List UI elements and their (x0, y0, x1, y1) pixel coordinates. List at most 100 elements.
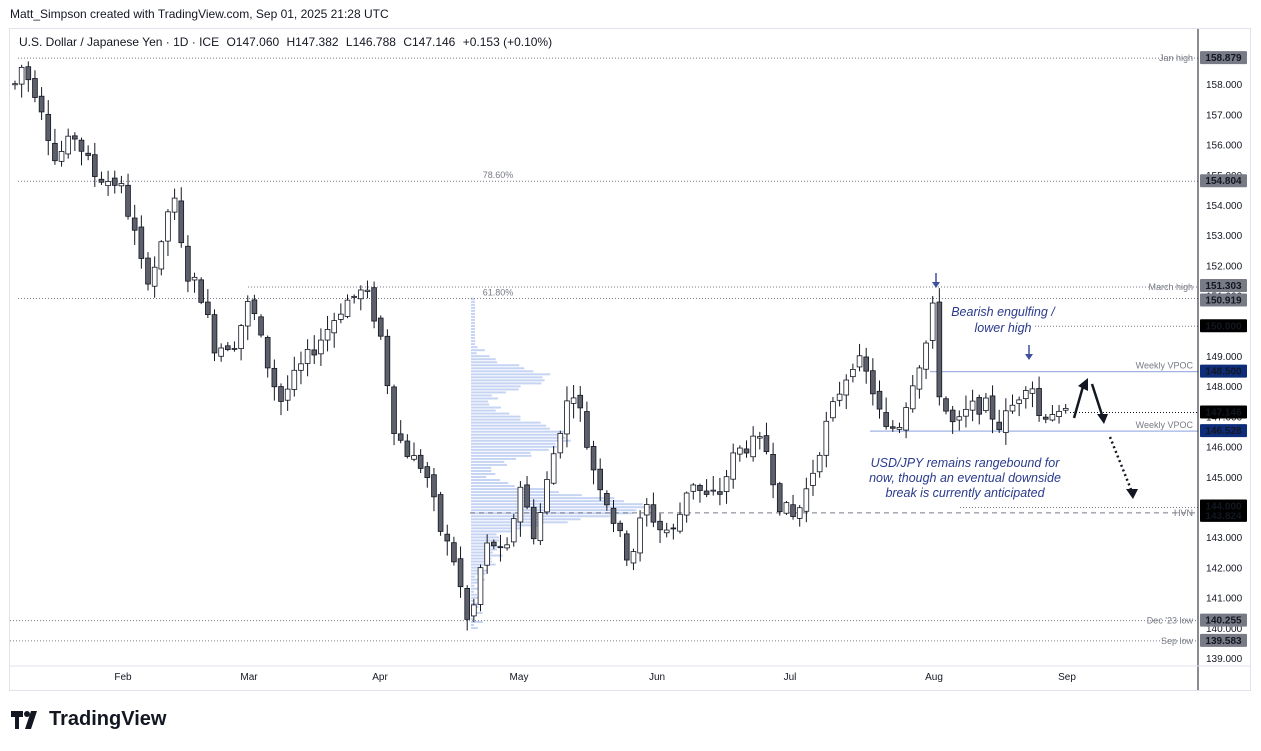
candle-body (856, 355, 863, 368)
change-value: +0.153 (+0.10%) (462, 35, 553, 49)
price-badge (1200, 293, 1247, 307)
candle-body (477, 567, 484, 605)
annotations: Bearish engulfing / lower high USD/JPY rem… (869, 273, 1138, 500)
volume-profile-bar (471, 318, 475, 321)
candle-body (231, 348, 238, 350)
candle-body (52, 142, 58, 162)
volume-profile-bar (471, 364, 520, 367)
candle-body (504, 544, 510, 549)
price-badge-label: 146.528 (1205, 426, 1242, 437)
volume-profile-bar (471, 421, 541, 424)
candle-body (530, 506, 537, 540)
price-badge (1200, 613, 1247, 627)
volume-profile-bar (471, 397, 498, 400)
volume-profile-bar (471, 406, 501, 409)
volume-profile-bar (471, 454, 532, 457)
price-badge (1200, 633, 1247, 647)
reference-line-label: March high (1148, 282, 1193, 292)
volume-profile-bar (471, 575, 476, 578)
volume-profile-bar (471, 394, 492, 397)
candle-body (670, 527, 677, 530)
price-axis: 158.000157.000156.000155.000154.000153.0… (1197, 29, 1247, 690)
volume-profile-bar (471, 433, 563, 436)
volume-profile-bar (471, 424, 547, 427)
volume-profile-bar (471, 303, 475, 306)
volume-profile-bar (471, 527, 521, 530)
chart-frame[interactable] (9, 28, 1251, 691)
volume-profile-bar (471, 627, 478, 629)
tv-logo-icon (11, 710, 37, 729)
candle-body (298, 363, 304, 371)
volume-profile-bar (471, 581, 478, 584)
reference-line-label: 78.60% (483, 170, 514, 180)
candle-body (224, 345, 231, 351)
candle-body (344, 299, 351, 317)
volume-profile-bar (471, 328, 475, 331)
price-badge (1200, 364, 1247, 378)
candle-body (497, 546, 504, 549)
candle-body (171, 197, 178, 213)
symbol-legend: U.S. Dollar / Japanese Yen · 1D · ICE O1… (19, 35, 556, 49)
price-badge-label: 148.500 (1205, 367, 1242, 378)
volume-profile-bar (471, 503, 643, 506)
time-tick-label: Feb (114, 672, 132, 683)
candle-body (584, 411, 590, 448)
candle-body (1042, 416, 1049, 420)
volume-profile-bar (471, 321, 475, 324)
close-value: C147.146 (403, 35, 456, 49)
price-badge-label: 139.583 (1205, 636, 1242, 647)
volume-profile-bar (471, 412, 510, 415)
volume-profile-bar (471, 509, 637, 512)
price-badge (1200, 174, 1247, 188)
volume-profile-bar (471, 620, 483, 623)
volume-profile-bar (471, 530, 516, 533)
reference-line-label: Weekly VPOC (1136, 361, 1194, 371)
volume-profile-bar (471, 560, 492, 563)
price-tick-label: 140.000 (1206, 624, 1243, 635)
volume-profile-bar (471, 373, 551, 376)
candle-body (1036, 388, 1042, 416)
volume-profile-bar (471, 361, 498, 364)
volume-profile-bar (471, 463, 507, 466)
candle-body (191, 276, 198, 281)
candle-body (311, 349, 318, 356)
candle-body (663, 529, 670, 534)
volume-profile-bar (471, 430, 568, 433)
candle-body (1003, 410, 1009, 433)
volume-profile-bar (471, 349, 485, 352)
price-tick-label: 142.000 (1206, 563, 1243, 574)
candle-body (743, 448, 750, 454)
candle-body (165, 211, 171, 242)
candle-body (836, 393, 843, 401)
volume-profile-bar (471, 436, 566, 439)
time-tick-label: Jun (649, 672, 665, 683)
volume-profile-bar (471, 479, 501, 482)
candle-body (105, 181, 111, 187)
volume-profile-bar (471, 599, 474, 602)
projection-up-arrowhead (1078, 378, 1088, 391)
price-tick-label: 152.000 (1206, 261, 1243, 272)
candle-body (284, 388, 291, 401)
volume-profile-bar (471, 325, 475, 327)
time-axis: Feb Mar Apr May Jun Jul Aug Sep (10, 665, 1250, 683)
candle-body (510, 518, 517, 543)
reference-line-label: 61.80% (483, 288, 514, 298)
tradingview-logo[interactable]: TradingView (11, 708, 166, 731)
candle-body (703, 490, 710, 495)
candle-body (590, 445, 597, 471)
price-badge-label: 150.000 (1205, 321, 1242, 332)
candle-body (943, 398, 949, 412)
candle-body (271, 367, 278, 388)
candle-body (351, 295, 357, 298)
price-tick-label: 158.000 (1206, 80, 1243, 91)
price-badge (1200, 319, 1247, 333)
candle-body (258, 316, 264, 336)
candle-body (883, 412, 889, 427)
reference-lines: Jan high 78.60% 61.80% March high Weekly VPO… (10, 53, 1198, 646)
annotation-bearish-engulfing: lower high (975, 321, 1032, 335)
candle-body (976, 397, 983, 415)
candle-body (1056, 410, 1062, 418)
time-tick-label: May (510, 672, 529, 683)
time-tick-label: Aug (925, 672, 943, 683)
